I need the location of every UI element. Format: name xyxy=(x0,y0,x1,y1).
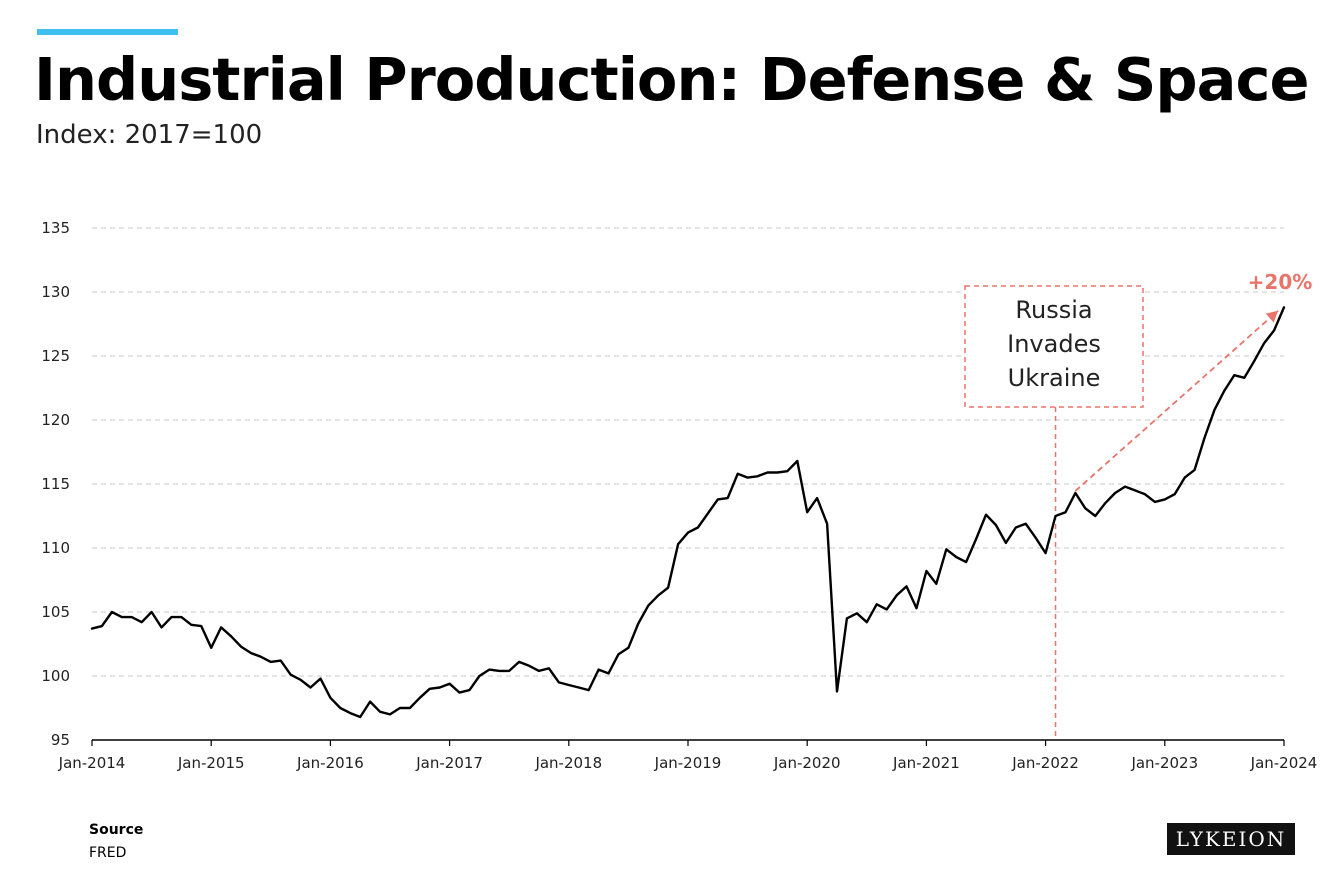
x-tick-label: Jan-2022 xyxy=(1011,754,1079,772)
y-tick-label: 100 xyxy=(41,667,70,685)
y-tick-label: 125 xyxy=(41,347,70,365)
y-tick-label: 115 xyxy=(41,475,70,493)
y-tick-label: 110 xyxy=(41,539,70,557)
source-label: Source xyxy=(89,822,144,838)
chart-subtitle: Index: 2017=100 xyxy=(36,120,263,150)
x-tick-label: Jan-2014 xyxy=(58,754,126,772)
x-tick-label: Jan-2018 xyxy=(534,754,602,772)
annotation-text: Ukraine xyxy=(1008,364,1101,392)
growth-label: +20% xyxy=(1248,270,1313,294)
series-line xyxy=(90,306,1286,719)
x-tick-label: Jan-2020 xyxy=(773,754,841,772)
x-tick-label: Jan-2021 xyxy=(892,754,960,772)
annotation-text: Invades xyxy=(1007,330,1101,358)
x-tick-label: Jan-2016 xyxy=(296,754,364,772)
y-tick-label: 105 xyxy=(41,603,70,621)
title-accent-bar xyxy=(37,29,178,35)
y-tick-label: 95 xyxy=(51,731,70,749)
line-chart: 95 100 105 110 115 120 125 130 135 Jan-2014 Jan-20… xyxy=(41,219,1318,772)
x-tick-label: Jan-2017 xyxy=(415,754,483,772)
annotation-text: Russia xyxy=(1015,296,1092,324)
x-tick-label: Jan-2019 xyxy=(654,754,722,772)
y-tick-label: 130 xyxy=(41,283,70,301)
annotation-box xyxy=(964,285,1144,408)
growth-arrow-head xyxy=(1265,310,1278,323)
growth-arrow xyxy=(1074,310,1279,492)
lykeion-logo: LYKEION xyxy=(1167,823,1295,855)
x-tick-label: Jan-2023 xyxy=(1130,754,1198,772)
source-value: FRED xyxy=(89,845,127,861)
x-tick-label: Jan-2024 xyxy=(1250,754,1318,772)
x-tick-label: Jan-2015 xyxy=(177,754,245,772)
chart-title: Industrial Production: Defense & Space xyxy=(34,45,1309,114)
y-tick-label: 120 xyxy=(41,411,70,429)
y-tick-label: 135 xyxy=(41,219,70,237)
